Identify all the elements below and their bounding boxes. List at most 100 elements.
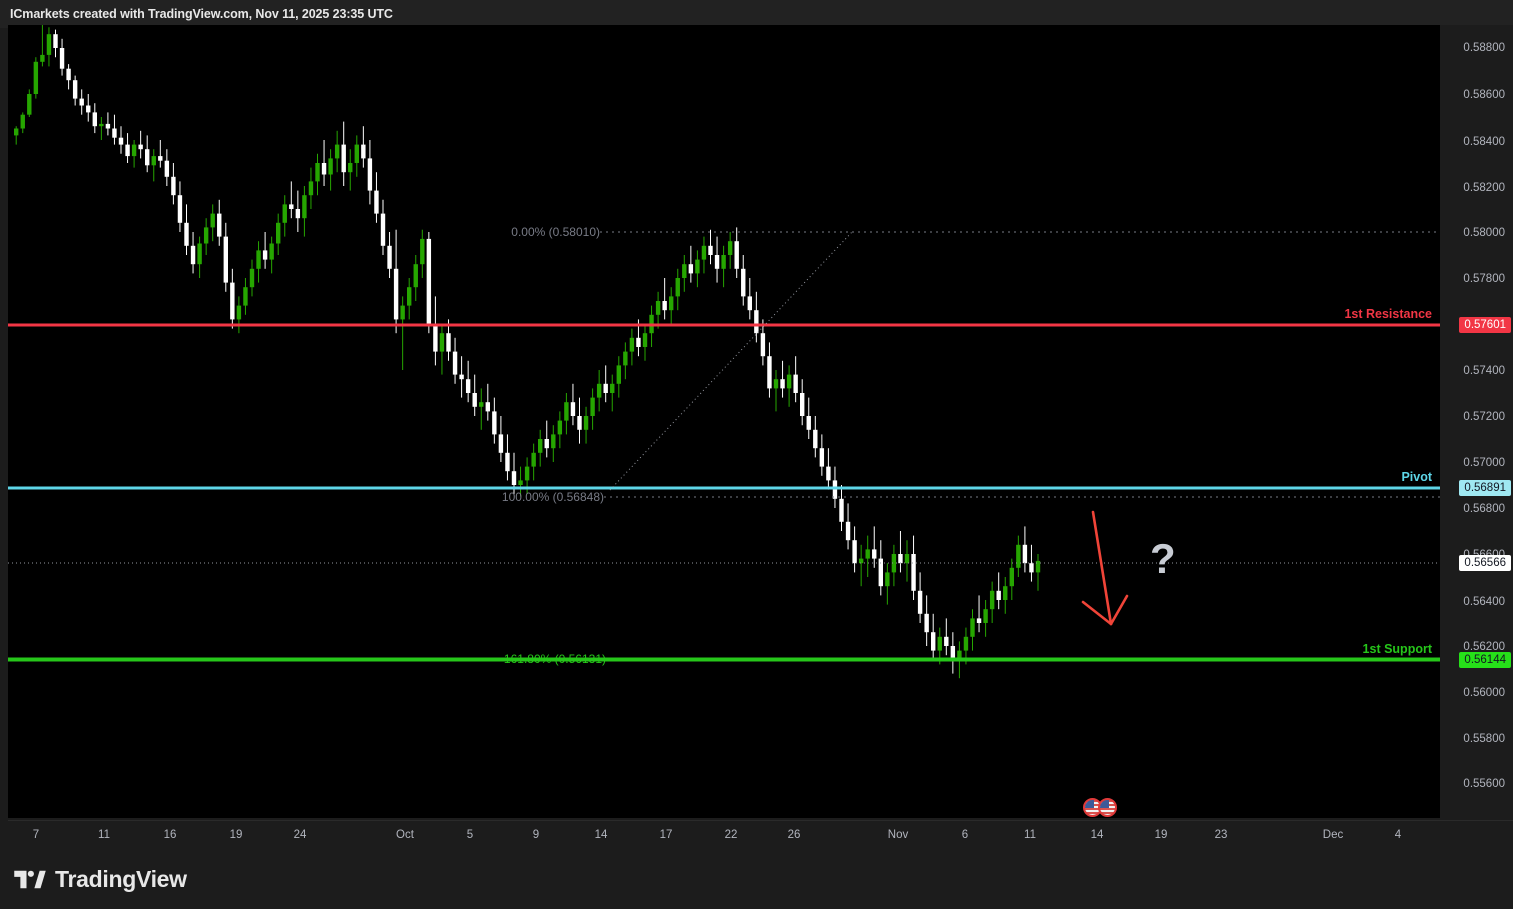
candle-body — [420, 238, 425, 265]
candle-body — [138, 144, 143, 150]
candle-body — [917, 590, 923, 614]
candle-body — [131, 144, 137, 157]
candle-body — [989, 590, 995, 610]
candle-body — [269, 243, 274, 260]
fib-1618-label: 161.80% (0.56131) — [503, 652, 606, 666]
candle-body — [819, 448, 825, 467]
candle-body — [996, 590, 1001, 600]
candle-body — [629, 337, 635, 352]
question-mark-annotation: ? — [1150, 535, 1176, 582]
candle-body — [793, 374, 798, 393]
candle-body — [171, 176, 176, 196]
candle-body — [1022, 544, 1028, 564]
candle-body — [112, 128, 117, 138]
candle-body — [1003, 586, 1008, 600]
candle-body — [944, 636, 949, 646]
candle-body — [53, 34, 58, 48]
candle-body — [583, 416, 589, 430]
candle-body — [33, 61, 39, 94]
time-axis-tick: 9 — [532, 829, 540, 841]
candle-body — [950, 646, 956, 660]
candle-body — [243, 287, 248, 306]
time-axis[interactable]: 7 11 16 19 24 Oct 5 9 14 17 22 26 Nov 6 11 14 19 23 Dec 4 — [8, 820, 1513, 853]
candle-body — [970, 618, 975, 637]
time-axis-tick: 19 — [229, 829, 243, 841]
candle-body — [479, 402, 484, 407]
time-axis-tick: 6 — [961, 829, 969, 841]
candlestick-series — [14, 25, 1041, 679]
candle-body — [1029, 563, 1034, 573]
candle-body — [472, 393, 477, 407]
time-axis-tick: Dec — [1322, 829, 1344, 841]
candle-body — [407, 287, 412, 306]
candle-body — [904, 554, 910, 564]
candle-body — [485, 402, 490, 412]
candle-body — [688, 264, 694, 274]
candle-body — [348, 163, 353, 173]
candle-body — [524, 466, 530, 481]
candle-body — [976, 618, 982, 623]
time-axis-tick: 17 — [659, 829, 673, 841]
time-axis-tick: 5 — [466, 829, 474, 841]
resistance-price-badge[interactable]: 0.57601 — [1459, 317, 1511, 333]
candle-body — [92, 112, 97, 127]
price-axis-tick: 0.58200 — [1463, 182, 1505, 194]
candle-body — [800, 393, 805, 416]
candle-body — [891, 554, 897, 573]
support-price-badge[interactable]: 0.56144 — [1459, 652, 1511, 668]
economic-event-us-2[interactable] — [1098, 798, 1117, 817]
candle-body — [72, 80, 78, 99]
time-axis-tick: 14 — [594, 829, 608, 841]
candle-body — [498, 434, 504, 453]
candle-body — [682, 264, 687, 278]
candle-body — [151, 156, 156, 166]
pivot-price-badge[interactable]: 0.56891 — [1459, 480, 1511, 496]
candle-body — [203, 227, 209, 244]
candle-body — [14, 128, 19, 136]
candle-body — [374, 190, 379, 214]
time-axis-tick: 7 — [32, 829, 40, 841]
candle-body — [544, 439, 549, 449]
resistance-level-label: 1st Resistance — [1344, 307, 1432, 321]
candle-body — [99, 123, 104, 127]
candle-body — [46, 34, 52, 55]
candle-body — [393, 268, 399, 320]
chart-plot-area[interactable]: 0.00% (0.58010) 100.00% (0.56848) 161.80% … — [8, 25, 1440, 818]
time-axis-tick: 22 — [724, 829, 738, 841]
price-axis[interactable]: 0.58800 0.58600 0.58400 0.58200 0.58000 0.578… — [1440, 25, 1513, 818]
candle-body — [957, 650, 962, 660]
candle-body — [289, 204, 294, 209]
candle-body — [79, 98, 84, 106]
candle-body — [865, 549, 870, 559]
candle-body — [105, 123, 111, 129]
candle-body — [282, 204, 287, 223]
candle-body — [885, 572, 890, 587]
fib-trendline[interactable] — [609, 231, 853, 491]
candle-body — [963, 636, 969, 651]
candle-body — [911, 554, 916, 591]
candle-body — [531, 452, 536, 467]
candle-body — [570, 402, 576, 416]
candle-body — [937, 636, 942, 651]
candle-body — [695, 259, 700, 274]
candle-body — [439, 333, 445, 352]
candle-body — [164, 160, 170, 177]
candle-body — [754, 310, 759, 334]
candle-body — [538, 439, 543, 453]
candle-body — [669, 296, 674, 311]
candle-body — [518, 480, 523, 485]
economic-event-us-1[interactable] — [1083, 798, 1102, 817]
time-axis-tick: Oct — [396, 829, 414, 841]
candle-body — [387, 245, 392, 269]
time-axis-tick: 11 — [98, 829, 110, 841]
bearish-arrow[interactable] — [1081, 510, 1129, 626]
candle-body — [852, 540, 857, 564]
chart-overlays — [8, 231, 1440, 662]
current-price-badge[interactable]: 0.56566 — [1459, 555, 1511, 571]
candle-body — [577, 416, 582, 430]
candle-body — [66, 68, 71, 81]
candle-body — [400, 305, 405, 320]
price-axis-tick: 0.57800 — [1463, 273, 1505, 285]
price-axis-tick: 0.58600 — [1463, 89, 1505, 101]
candle-body — [249, 268, 255, 288]
